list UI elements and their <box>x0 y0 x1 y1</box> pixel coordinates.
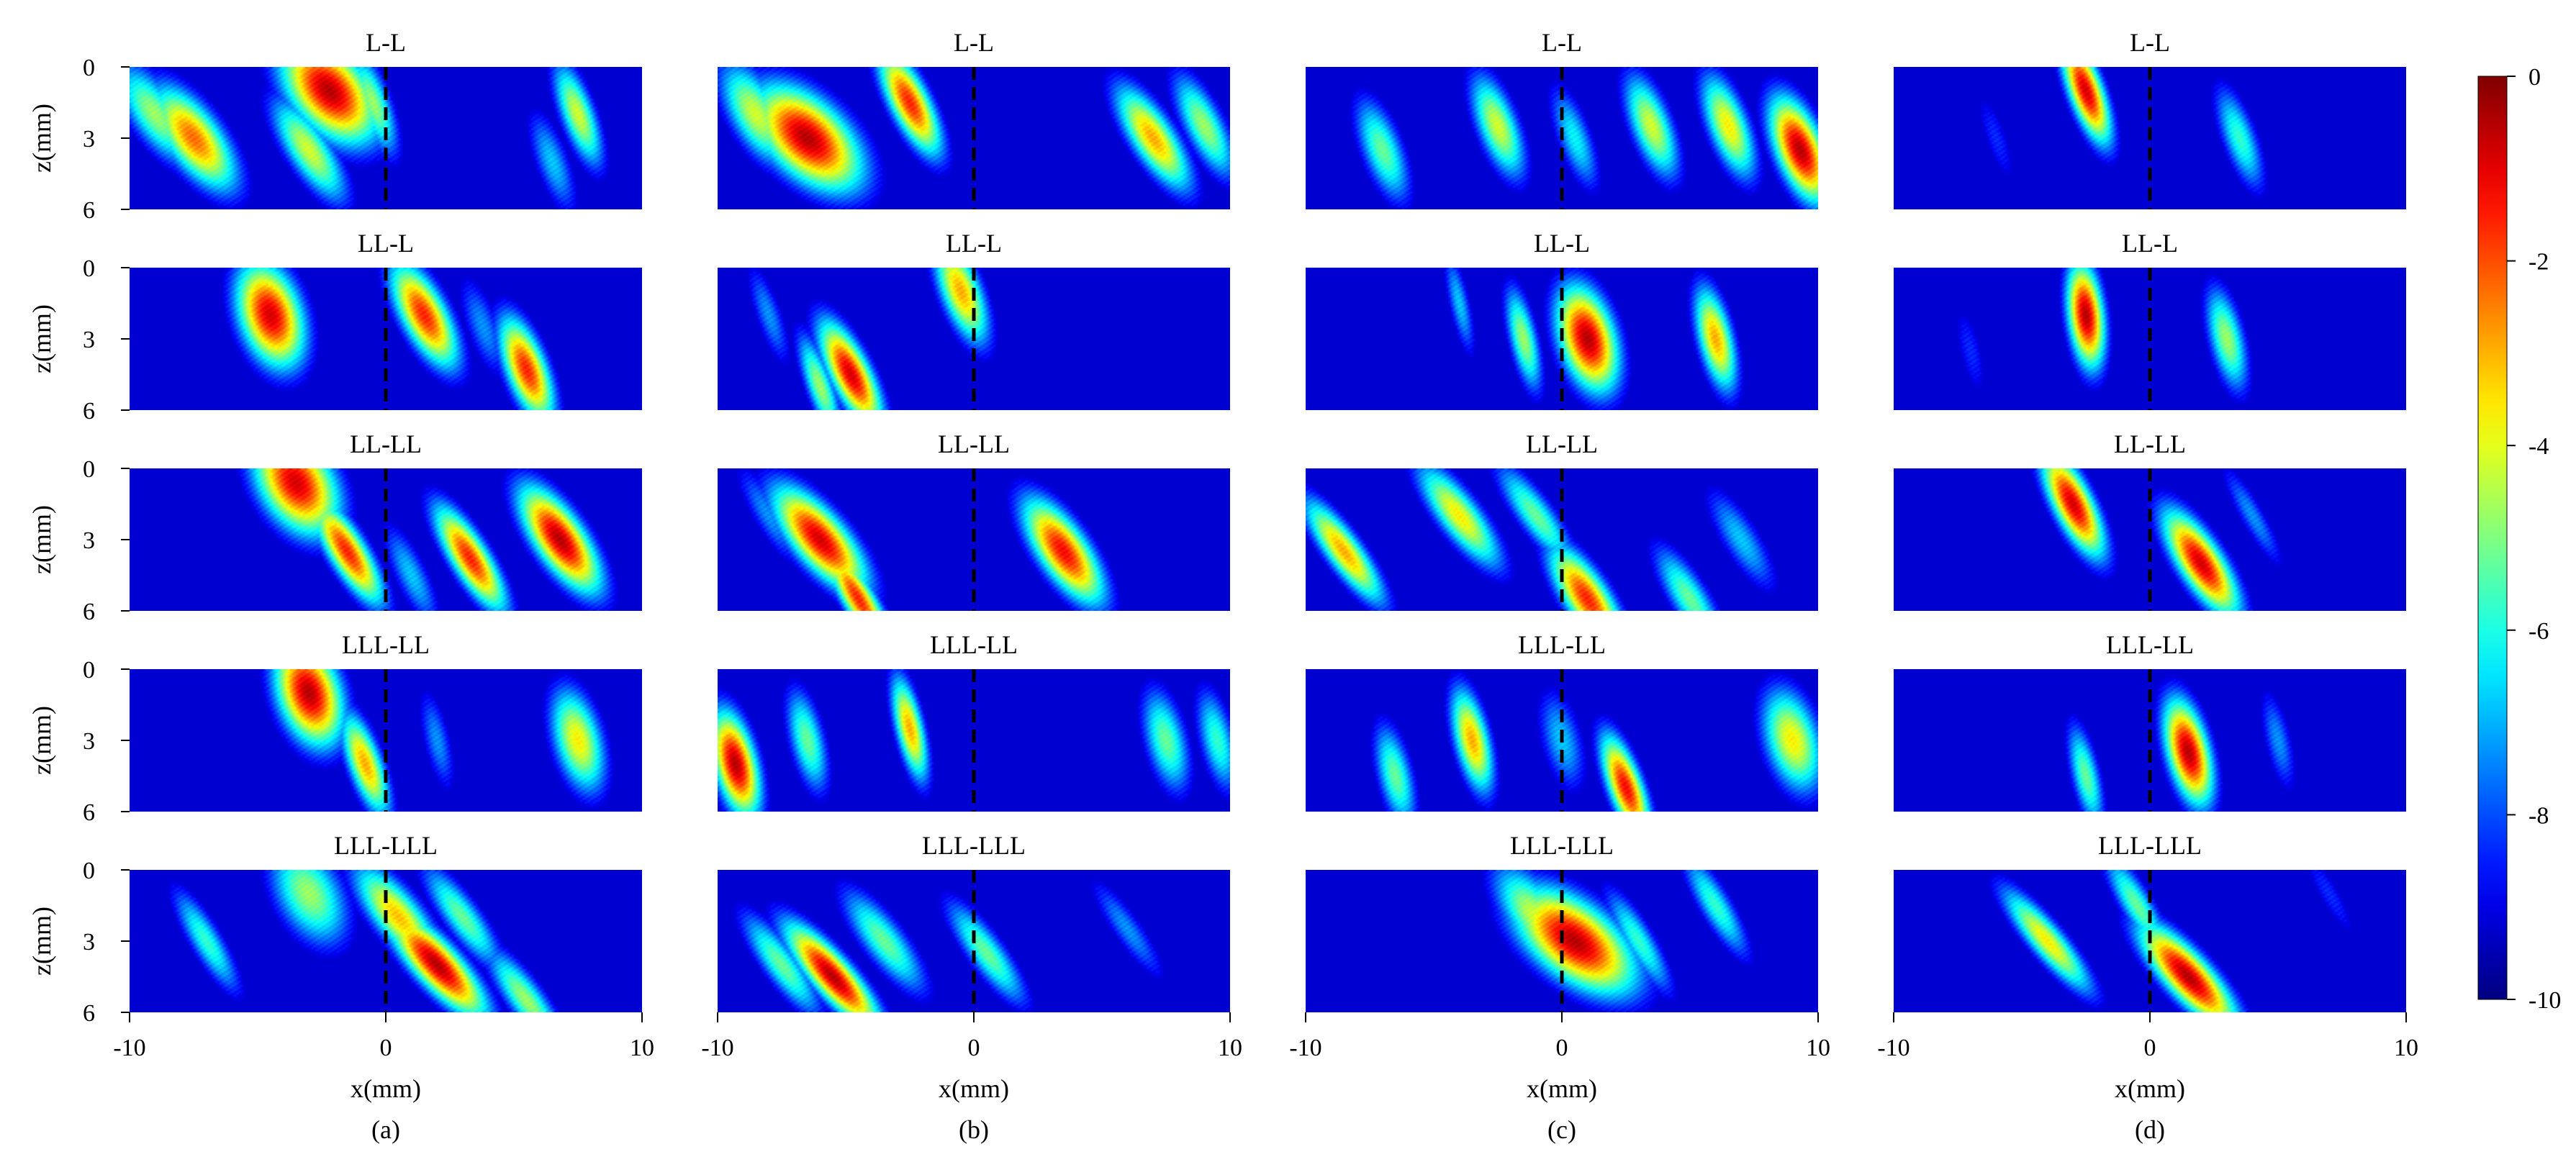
panel-title: LLL-LLL <box>1510 831 1614 860</box>
panel-title: LL-LL <box>938 430 1010 458</box>
x-tick-label: 10 <box>2394 1035 2418 1061</box>
panel-d-ll-ll: LL-LL <box>1894 430 2406 611</box>
column-caption: (a) <box>371 1115 400 1144</box>
x-tick-label: -10 <box>1289 1035 1321 1061</box>
panel-title: LL-LL <box>2114 430 2186 458</box>
panel-b-lll-lll: LLL-LLL -10 0 10 x(mm) (b) <box>701 831 1242 1144</box>
panel-title: LLL-LLL <box>922 831 1026 860</box>
x-axis-label: x(mm) <box>1527 1074 1597 1103</box>
panel-title: LLL-LL <box>342 630 430 659</box>
x-tick-label: -10 <box>113 1035 145 1061</box>
z-tick-label: 6 <box>83 599 95 625</box>
panel-a-l-l: L-L 0 3 6 z(mm) <box>27 28 642 224</box>
z-tick-label: 0 <box>83 255 95 282</box>
colorbar-tick-label: -4 <box>2528 433 2549 460</box>
panel-title: LL-L <box>2122 229 2178 258</box>
x-tick-label: 0 <box>380 1035 392 1061</box>
panel-title: LL-LL <box>1526 430 1598 458</box>
panel-title: L-L <box>1542 28 1582 57</box>
x-tick-label: 0 <box>968 1035 980 1061</box>
panel-title: LL-L <box>358 229 414 258</box>
colorbar-tick-label: -2 <box>2528 249 2549 276</box>
z-tick-label: 3 <box>83 527 95 554</box>
panel-d-lll-lll: LLL-LLL -10 0 10 x(mm) (d) <box>1877 831 2418 1144</box>
colorbar-tick-label: -10 <box>2528 987 2561 1014</box>
z-tick-label: 3 <box>83 728 95 755</box>
z-tick-label: 6 <box>83 1000 95 1027</box>
z-tick-label: 3 <box>83 327 95 353</box>
panel-a-lll-lll: LLL-LLL 0 3 6 z(mm) -10 0 10 x(mm) (a) <box>27 831 654 1144</box>
z-tick-label: 0 <box>83 858 95 884</box>
panel-d-l-l: L-L <box>1894 28 2406 209</box>
colorbar-gradient <box>2477 76 2508 1000</box>
column-caption: (c) <box>1547 1115 1576 1144</box>
panel-b-ll-ll: LL-LL <box>718 430 1230 611</box>
z-tick-label: 6 <box>83 398 95 425</box>
x-axis-label: x(mm) <box>939 1074 1009 1103</box>
panel-title: L-L <box>2130 28 2170 57</box>
panel-c-l-l: L-L <box>1306 28 1818 209</box>
panel-a-lll-ll: LLL-LL 0 3 6 z(mm) <box>27 630 642 826</box>
panel-b-l-l: L-L <box>718 28 1230 209</box>
panel-a-ll-l: LL-L 0 3 6 z(mm) <box>27 229 642 425</box>
panel-d-ll-l: LL-L <box>1894 229 2406 410</box>
panel-title: L-L <box>366 28 406 57</box>
colorbar-tick-label: 0 <box>2528 64 2541 91</box>
z-axis-label: z(mm) <box>27 104 56 173</box>
panel-title: LL-LL <box>350 430 422 458</box>
x-axis-label: x(mm) <box>351 1074 421 1103</box>
x-tick-label: 10 <box>1806 1035 1830 1061</box>
column-caption: (b) <box>959 1115 989 1144</box>
colorbar: 0 -2 -4 -6 -8 -10 <box>2477 64 2561 1014</box>
panel-c-lll-ll: LLL-LL <box>1306 630 1818 812</box>
x-axis-label: x(mm) <box>2115 1074 2185 1103</box>
panel-a-ll-ll: LL-LL 0 3 6 z(mm) <box>27 430 642 625</box>
z-axis-label: z(mm) <box>27 706 56 775</box>
z-tick-label: 3 <box>83 929 95 956</box>
panel-title: LL-L <box>1534 229 1590 258</box>
panel-b-ll-l: LL-L <box>718 229 1230 410</box>
panel-c-ll-ll: LL-LL <box>1306 430 1818 611</box>
x-tick-label: 10 <box>1218 1035 1242 1061</box>
z-axis-label: z(mm) <box>27 304 56 373</box>
colorbar-tick-label: -6 <box>2528 618 2549 645</box>
z-tick-label: 0 <box>83 657 95 684</box>
x-tick-label: -10 <box>701 1035 733 1061</box>
x-tick-label: 0 <box>2144 1035 2156 1061</box>
panel-title: LLL-LLL <box>334 831 438 860</box>
panel-grid: L-L036z(mm)LL-L036z(mm)LL-LL036z(mm)LLL-… <box>27 28 2418 1144</box>
z-axis-label: z(mm) <box>27 505 56 574</box>
panel-title: LLL-LL <box>2106 630 2194 659</box>
panel-title: LL-L <box>946 229 1002 258</box>
x-tick-label: -10 <box>1877 1035 1910 1061</box>
panel-d-lll-ll: LLL-LL <box>1894 630 2406 812</box>
x-tick-label: 10 <box>630 1035 654 1061</box>
z-tick-label: 0 <box>83 456 95 483</box>
z-axis-label: z(mm) <box>27 907 56 976</box>
panel-title: L-L <box>954 28 994 57</box>
z-tick-label: 6 <box>83 799 95 826</box>
panel-c-ll-l: LL-L <box>1306 229 1818 410</box>
z-tick-label: 0 <box>83 55 95 81</box>
panel-title: LLL-LLL <box>2098 831 2202 860</box>
z-tick-label: 3 <box>83 126 95 153</box>
column-caption: (d) <box>2135 1115 2165 1144</box>
panel-b-lll-ll: LLL-LL <box>718 630 1230 812</box>
panel-c-lll-lll: LLL-LLL -10 0 10 x(mm) (c) <box>1289 831 1830 1144</box>
panel-title: LLL-LL <box>930 630 1018 659</box>
x-tick-label: 0 <box>1556 1035 1568 1061</box>
z-tick-label: 6 <box>83 197 95 224</box>
panel-title: LLL-LL <box>1518 630 1606 659</box>
colorbar-tick-label: -8 <box>2528 802 2549 829</box>
